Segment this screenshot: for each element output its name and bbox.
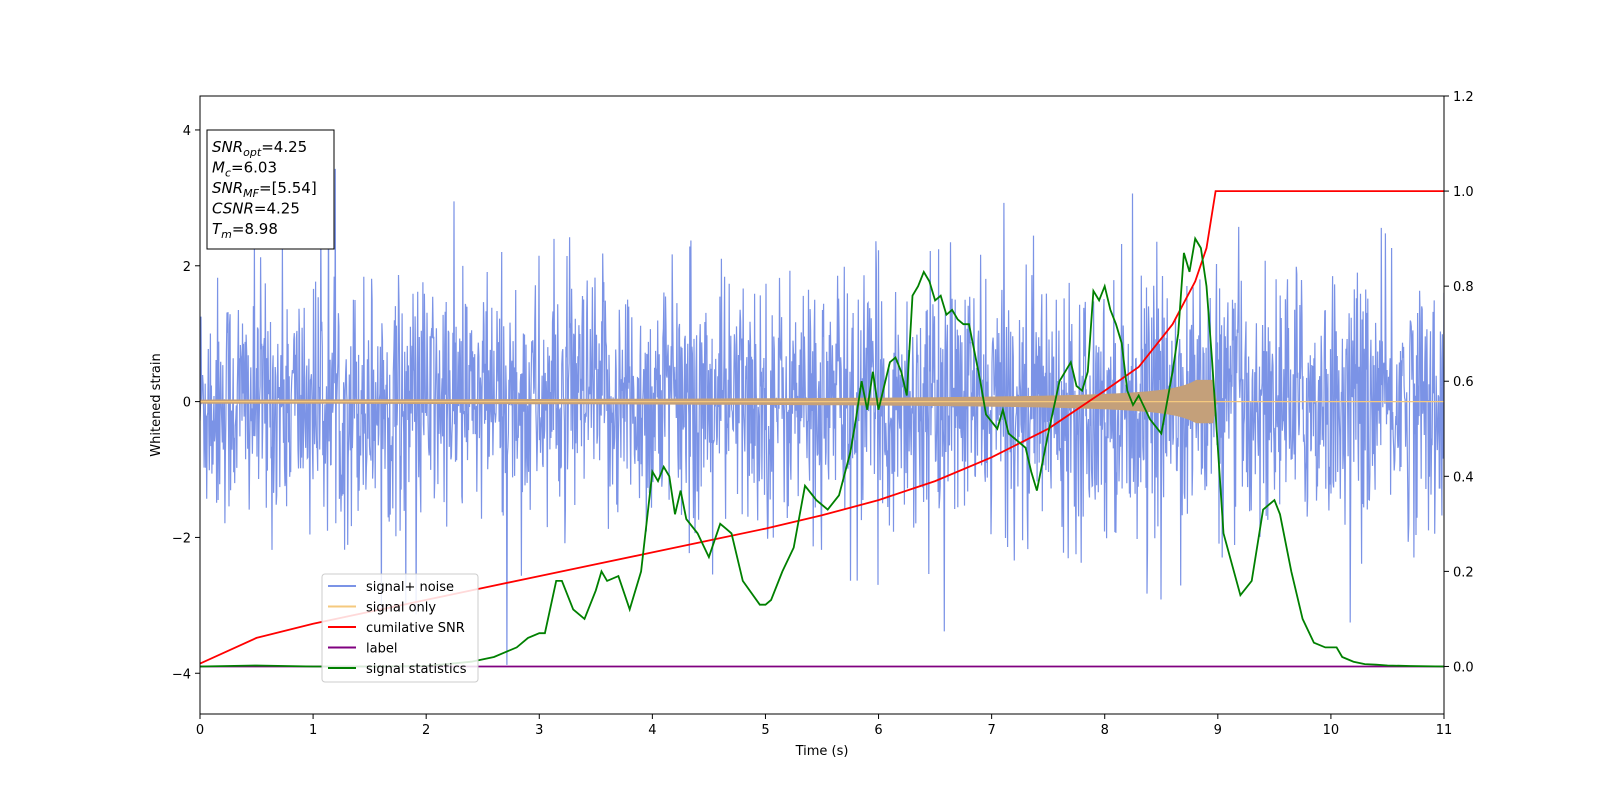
info-line: CSNR=4.25	[212, 200, 300, 218]
x-tick-label: 9	[1214, 723, 1222, 738]
x-tick-label: 7	[987, 723, 995, 738]
y-axis-right: 0.0 0.2 0.4 0.6 0.8 1.0 1.2	[1444, 90, 1474, 675]
x-axis-label: Time (s)	[795, 744, 849, 759]
info-line: SNRopt=4.25	[212, 138, 307, 159]
y2-tick-label: 0.2	[1453, 565, 1474, 580]
x-tick-label: 2	[422, 723, 430, 738]
y-axis-left: −4 −2 0 2 4	[172, 124, 200, 682]
x-axis: 0 1 2 3 4 5 6 7 8 9 10 11	[196, 714, 1452, 738]
info-box-frame	[206, 129, 335, 250]
x-tick-label: 1	[309, 723, 317, 738]
x-tick-label: 4	[648, 723, 656, 738]
x-tick-label: 0	[196, 723, 204, 738]
y2-tick-label: 1.2	[1453, 90, 1474, 105]
y-tick-label: −2	[172, 531, 191, 546]
legend-label: signal only	[366, 601, 436, 616]
info-line: SNRMF=[5.54]	[212, 179, 317, 200]
x-tick-label: 5	[761, 723, 769, 738]
axes-frame	[199, 95, 1445, 715]
x-tick-label: 11	[1436, 723, 1453, 738]
legend-frame	[321, 573, 479, 683]
legend-label: signal+ noise	[366, 580, 454, 595]
legend-label: signal statistics	[366, 662, 467, 677]
info-line: Tm=8.98	[212, 220, 278, 241]
legend-label: cumilative SNR	[366, 621, 465, 636]
legend-label: label	[366, 642, 397, 657]
y-tick-label: 0	[183, 396, 191, 411]
x-tick-label: 10	[1323, 723, 1340, 738]
y2-tick-label: 0.0	[1453, 660, 1474, 675]
y-tick-label: −4	[172, 667, 191, 682]
y-tick-label: 4	[183, 124, 191, 139]
y2-tick-label: 0.8	[1453, 280, 1474, 295]
series-signal-statistics-line	[200, 236, 1444, 668]
legend: signal+ noise signal only cumilative SNR la…	[321, 573, 479, 683]
series-signal-noise-line	[200, 168, 1444, 665]
y-axis-label: Whitened strain	[149, 353, 164, 456]
x-tick-label: 3	[535, 723, 543, 738]
y2-tick-label: 0.6	[1453, 375, 1474, 390]
x-tick-label: 6	[874, 723, 882, 738]
y-tick-label: 2	[183, 260, 191, 275]
info-line: Mc=6.03	[212, 159, 277, 180]
y2-tick-label: 0.4	[1453, 470, 1474, 485]
y2-tick-label: 1.0	[1453, 185, 1474, 200]
x-tick-label: 8	[1101, 723, 1109, 738]
